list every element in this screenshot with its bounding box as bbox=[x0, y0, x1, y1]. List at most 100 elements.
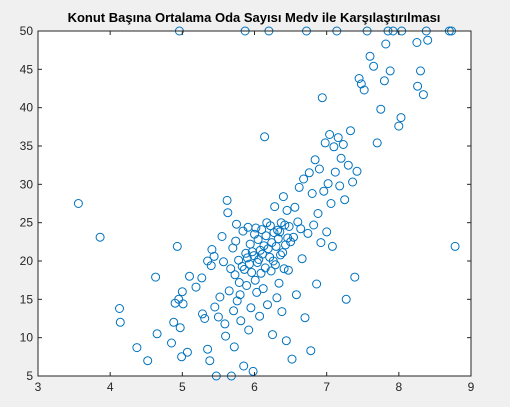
data-point bbox=[182, 347, 192, 357]
data-point bbox=[299, 174, 309, 184]
data-point bbox=[247, 268, 257, 277]
data-point bbox=[275, 227, 285, 237]
data-point bbox=[381, 39, 391, 49]
data-point bbox=[236, 316, 246, 326]
y-tick-label: 50 bbox=[20, 24, 34, 38]
y-tick-label: 35 bbox=[20, 139, 34, 153]
data-point bbox=[256, 268, 266, 278]
data-point bbox=[95, 232, 105, 242]
data-point bbox=[416, 66, 425, 76]
data-point bbox=[396, 113, 406, 123]
data-point bbox=[258, 284, 268, 294]
data-point bbox=[341, 294, 351, 304]
data-point bbox=[317, 93, 327, 103]
data-point bbox=[231, 236, 241, 246]
data-point bbox=[272, 293, 282, 303]
y-tick-label: 15 bbox=[20, 292, 34, 306]
data-point bbox=[151, 272, 161, 282]
data-point bbox=[217, 232, 227, 241]
y-tick-label: 10 bbox=[20, 331, 34, 345]
data-point bbox=[320, 138, 330, 148]
data-point bbox=[167, 338, 176, 348]
data-point bbox=[177, 287, 187, 297]
x-tick-label: 5 bbox=[179, 380, 186, 394]
data-point bbox=[115, 317, 125, 327]
data-point bbox=[413, 81, 423, 91]
data-point bbox=[222, 195, 232, 205]
data-point bbox=[268, 330, 277, 340]
data-point bbox=[244, 325, 254, 335]
data-point bbox=[348, 177, 358, 187]
data-point bbox=[257, 225, 267, 235]
data-point bbox=[219, 257, 228, 267]
data-point bbox=[286, 237, 296, 247]
data-point bbox=[281, 240, 290, 250]
data-point bbox=[376, 104, 386, 114]
data-point bbox=[215, 292, 225, 302]
plot-area bbox=[38, 31, 471, 376]
data-point bbox=[336, 153, 346, 163]
data-point bbox=[326, 199, 336, 208]
data-point bbox=[226, 264, 236, 274]
data-point bbox=[175, 323, 185, 333]
data-point bbox=[251, 223, 261, 233]
data-point bbox=[253, 235, 263, 244]
data-point bbox=[418, 90, 428, 100]
data-point bbox=[152, 329, 162, 339]
data-point bbox=[365, 51, 375, 61]
data-point bbox=[207, 245, 217, 254]
data-point bbox=[346, 126, 355, 136]
data-point bbox=[200, 314, 210, 323]
data-point bbox=[291, 290, 301, 300]
data-point bbox=[294, 182, 304, 192]
x-tick-label: 4 bbox=[107, 380, 114, 394]
data-point bbox=[223, 208, 233, 218]
data-point bbox=[343, 160, 353, 170]
data-point bbox=[280, 220, 290, 230]
data-point bbox=[359, 85, 369, 95]
data-point bbox=[450, 241, 460, 251]
data-point bbox=[354, 74, 364, 83]
data-point bbox=[266, 266, 276, 276]
data-point bbox=[277, 307, 287, 317]
data-point bbox=[303, 228, 313, 238]
data-point bbox=[242, 281, 252, 290]
data-point bbox=[340, 195, 350, 205]
data-point bbox=[169, 317, 179, 327]
data-point bbox=[230, 270, 240, 280]
data-point bbox=[278, 248, 288, 258]
data-point bbox=[372, 138, 382, 148]
data-point bbox=[73, 199, 83, 208]
data-point bbox=[412, 38, 422, 47]
data-point bbox=[177, 352, 187, 362]
data-point bbox=[274, 278, 284, 288]
data-point bbox=[289, 232, 298, 242]
x-tick-label: 3 bbox=[35, 380, 42, 394]
data-point bbox=[369, 61, 379, 71]
data-point bbox=[316, 238, 326, 248]
data-point bbox=[281, 336, 291, 346]
data-point bbox=[229, 342, 239, 352]
y-tick-label: 20 bbox=[20, 254, 34, 268]
data-point bbox=[132, 343, 142, 353]
data-point bbox=[314, 164, 324, 174]
data-point bbox=[329, 142, 339, 152]
data-point bbox=[356, 79, 366, 89]
data-point bbox=[322, 227, 332, 237]
data-point bbox=[232, 296, 242, 306]
data-point bbox=[312, 279, 322, 289]
data-point bbox=[242, 253, 252, 263]
y-tick-label: 45 bbox=[20, 62, 34, 76]
data-point bbox=[352, 166, 362, 176]
data-point bbox=[197, 273, 207, 283]
data-point bbox=[310, 155, 320, 165]
data-point bbox=[313, 209, 323, 218]
data-point bbox=[241, 248, 251, 258]
data-point bbox=[270, 202, 280, 212]
data-point bbox=[246, 303, 256, 313]
data-point bbox=[203, 344, 213, 354]
data-point bbox=[276, 250, 285, 260]
data-point bbox=[229, 306, 239, 316]
x-tick-label: 7 bbox=[323, 380, 330, 394]
data-point bbox=[309, 220, 319, 230]
